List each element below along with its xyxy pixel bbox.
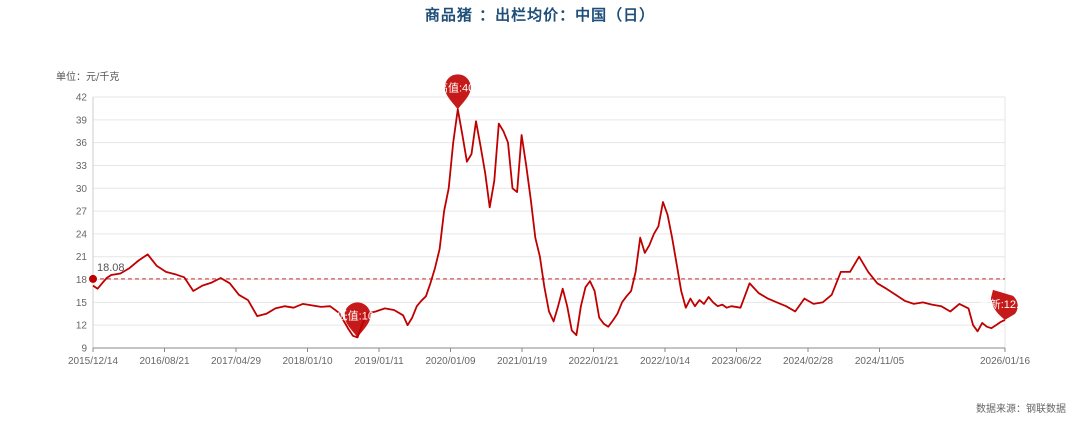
min-annotation-label: 最低值:10.19: [326, 309, 390, 322]
x-tick-label: 2015/12/14: [68, 356, 118, 367]
min-annotation-shape: [344, 302, 371, 338]
x-tick-label: 2016/08/21: [139, 356, 189, 367]
y-tick-label: 9: [81, 344, 87, 355]
latest-annotation-label: 最新:12.69: [979, 297, 1032, 311]
x-axis-ticks: 2015/12/14 2016/08/21 2017/04/29 2018/01/10…: [68, 348, 1030, 367]
latest-annotation: 最新:12.69: [979, 289, 1032, 320]
x-tick-label: 2017/04/29: [211, 356, 261, 367]
x-tick-label: 2019/01/11: [354, 356, 404, 367]
latest-annotation-shape: [991, 289, 1018, 320]
y-tick-label: 24: [76, 229, 88, 240]
x-tick-label: 2020/01/09: [425, 356, 475, 367]
y-tick-label: 36: [76, 138, 88, 149]
y-tick-label: 18: [76, 275, 88, 286]
start-value-label: 18.08: [97, 262, 125, 274]
y-tick-label: 30: [76, 184, 88, 195]
y-tick-label: 42: [76, 93, 88, 104]
x-tick-label: 2022/10/14: [640, 356, 690, 367]
x-tick-label: 2018/01/10: [282, 356, 332, 367]
x-tick-label: 2021/01/19: [497, 356, 547, 367]
y-tick-label: 12: [76, 321, 88, 332]
x-tick-label: 2022/01/21: [568, 356, 618, 367]
min-annotation: 最低值:10.19: [326, 302, 390, 338]
unit-label: 单位：元/千克: [56, 72, 120, 83]
annotation-marks: 18.08 最高值:40.38 最低值:10.19 最新:12.69: [89, 74, 1032, 338]
x-tick-label: 2023/06/22: [711, 356, 761, 367]
max-annotation-label: 最高值:40.38: [426, 80, 490, 94]
x-tick-label: 2026/01/16: [980, 356, 1030, 367]
x-tick-label: 2024/11/05: [855, 356, 905, 367]
y-tick-label: 33: [76, 161, 88, 172]
data-source: 数据来源：钢联数据: [976, 404, 1066, 415]
start-marker: [89, 274, 97, 283]
y-tick-label: 39: [76, 115, 88, 126]
grid-lines: [92, 96, 1006, 348]
x-tick-label: 2024/02/28: [783, 356, 833, 367]
y-tick-label: 15: [76, 298, 88, 309]
y-tick-label: 27: [76, 207, 88, 218]
max-annotation: 最高值:40.38: [426, 74, 490, 110]
max-annotation-shape: [444, 74, 471, 110]
y-tick-label: 21: [76, 252, 88, 263]
y-axis-ticks: 9 12 15 18 21 24 27 30 33 36 39 42: [76, 93, 88, 355]
series-line: [92, 108, 1006, 339]
chart-title: 商品猪 ：出栏均价：中国（日）: [424, 6, 656, 24]
